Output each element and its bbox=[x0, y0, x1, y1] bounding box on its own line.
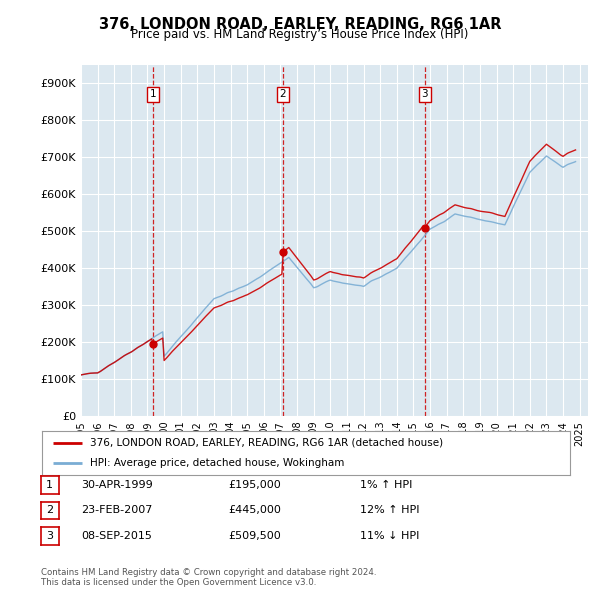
Text: £195,000: £195,000 bbox=[228, 480, 281, 490]
Text: 3: 3 bbox=[422, 90, 428, 100]
Text: 11% ↓ HPI: 11% ↓ HPI bbox=[360, 531, 419, 540]
Text: 2: 2 bbox=[280, 90, 286, 100]
Text: 12% ↑ HPI: 12% ↑ HPI bbox=[360, 506, 419, 515]
Text: £509,500: £509,500 bbox=[228, 531, 281, 540]
Text: 2: 2 bbox=[46, 506, 53, 515]
Text: 30-APR-1999: 30-APR-1999 bbox=[81, 480, 153, 490]
Text: 1% ↑ HPI: 1% ↑ HPI bbox=[360, 480, 412, 490]
Text: Contains HM Land Registry data © Crown copyright and database right 2024.
This d: Contains HM Land Registry data © Crown c… bbox=[41, 568, 376, 587]
Text: 3: 3 bbox=[46, 531, 53, 540]
Text: 1: 1 bbox=[149, 90, 156, 100]
Text: 376, LONDON ROAD, EARLEY, READING, RG6 1AR (detached house): 376, LONDON ROAD, EARLEY, READING, RG6 1… bbox=[89, 438, 443, 448]
Text: Price paid vs. HM Land Registry’s House Price Index (HPI): Price paid vs. HM Land Registry’s House … bbox=[131, 28, 469, 41]
Text: HPI: Average price, detached house, Wokingham: HPI: Average price, detached house, Woki… bbox=[89, 458, 344, 468]
Text: 23-FEB-2007: 23-FEB-2007 bbox=[81, 506, 152, 515]
Text: 376, LONDON ROAD, EARLEY, READING, RG6 1AR: 376, LONDON ROAD, EARLEY, READING, RG6 1… bbox=[99, 17, 501, 31]
Text: 08-SEP-2015: 08-SEP-2015 bbox=[81, 531, 152, 540]
Text: 1: 1 bbox=[46, 480, 53, 490]
Text: £445,000: £445,000 bbox=[228, 506, 281, 515]
